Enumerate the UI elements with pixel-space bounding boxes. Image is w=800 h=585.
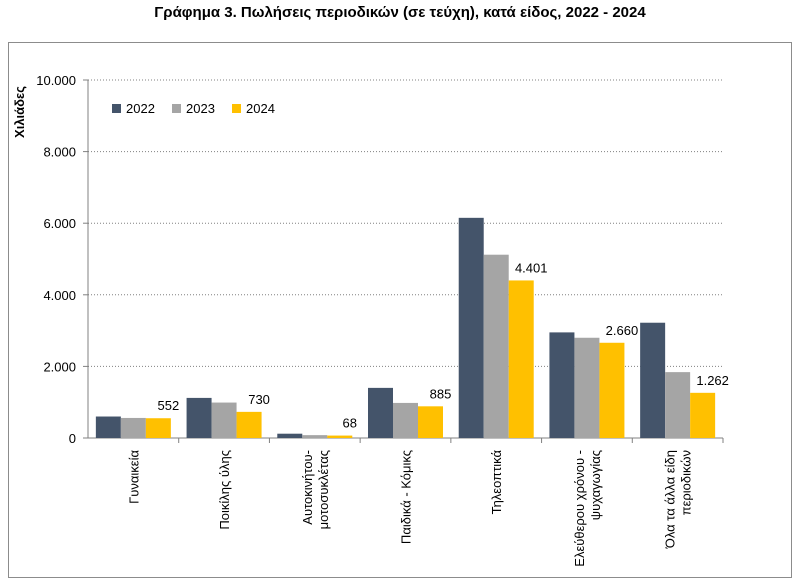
bar-2022-2[interactable] xyxy=(186,397,212,438)
bar-2022-6[interactable] xyxy=(549,332,575,438)
y-tick-label: 2.000 xyxy=(43,359,76,374)
legend-label-2022: 2022 xyxy=(126,101,155,116)
bar-2022-4[interactable] xyxy=(368,387,393,438)
bar-2022-7[interactable] xyxy=(640,322,666,438)
data-label: 2.660 xyxy=(606,323,639,338)
category-label: Αυτοκινήτου- xyxy=(300,450,315,525)
legend-label-2024: 2024 xyxy=(246,101,275,116)
bar-2022-5[interactable] xyxy=(458,217,484,438)
data-label: 4.401 xyxy=(515,260,548,275)
legend-swatch-2023 xyxy=(172,104,181,113)
bar-2022-1[interactable] xyxy=(95,416,121,438)
category-label: Ελεύθερου χρόνου - xyxy=(572,450,587,567)
bar-2023-3[interactable] xyxy=(302,435,328,438)
bar-2024-6[interactable] xyxy=(599,342,625,438)
legend-label-2023: 2023 xyxy=(186,101,215,116)
bar-2024-5[interactable] xyxy=(508,280,534,438)
bar-2024-4[interactable] xyxy=(418,406,443,438)
chart-frame xyxy=(8,42,792,578)
bar-2023-7[interactable] xyxy=(665,372,691,438)
y-tick-label: 6.000 xyxy=(43,216,76,231)
category-label: Όλα τα άλλα είδη xyxy=(663,450,678,549)
bar-2023-5[interactable] xyxy=(483,254,509,438)
category-label: Γυναικεία xyxy=(126,450,141,504)
y-tick-label: 0 xyxy=(69,431,76,446)
y-tick-label: 4.000 xyxy=(43,288,76,303)
y-tick-label: 8.000 xyxy=(43,145,76,160)
category-label: μοτοσυκλέτας xyxy=(316,450,331,529)
bar-2024-7[interactable] xyxy=(690,392,716,438)
data-label: 552 xyxy=(158,398,180,413)
bar-2022-3[interactable] xyxy=(277,433,303,438)
bar-2023-4[interactable] xyxy=(393,402,418,438)
category-label: Παιδικά - Κόμικς xyxy=(399,450,414,544)
data-label: 68 xyxy=(343,416,357,431)
bar-2023-2[interactable] xyxy=(211,402,237,438)
data-label: 885 xyxy=(430,386,452,401)
legend-swatch-2024 xyxy=(232,104,241,113)
data-label: 730 xyxy=(248,392,270,407)
category-label: Τηλεοπτικά xyxy=(489,450,504,515)
category-label: ψυχαγωγίας xyxy=(588,450,603,520)
y-axis-label: Χιλιάδες xyxy=(12,86,27,138)
bar-2024-3[interactable] xyxy=(327,435,353,438)
bar-2024-1[interactable] xyxy=(145,418,171,438)
legend-swatch-2022 xyxy=(112,104,121,113)
y-tick-label: 10.000 xyxy=(36,73,76,88)
bar-2024-2[interactable] xyxy=(236,411,262,438)
bar-2023-1[interactable] xyxy=(120,417,146,438)
data-label: 1.262 xyxy=(696,373,729,388)
chart-title: Γράφημα 3. Πωλήσεις περιοδικών (σε τεύχη… xyxy=(154,4,646,21)
bar-2023-6[interactable] xyxy=(574,337,600,438)
category-label: Ποικίλης ύλης xyxy=(217,450,232,530)
category-label: περιοδικών xyxy=(679,450,694,515)
